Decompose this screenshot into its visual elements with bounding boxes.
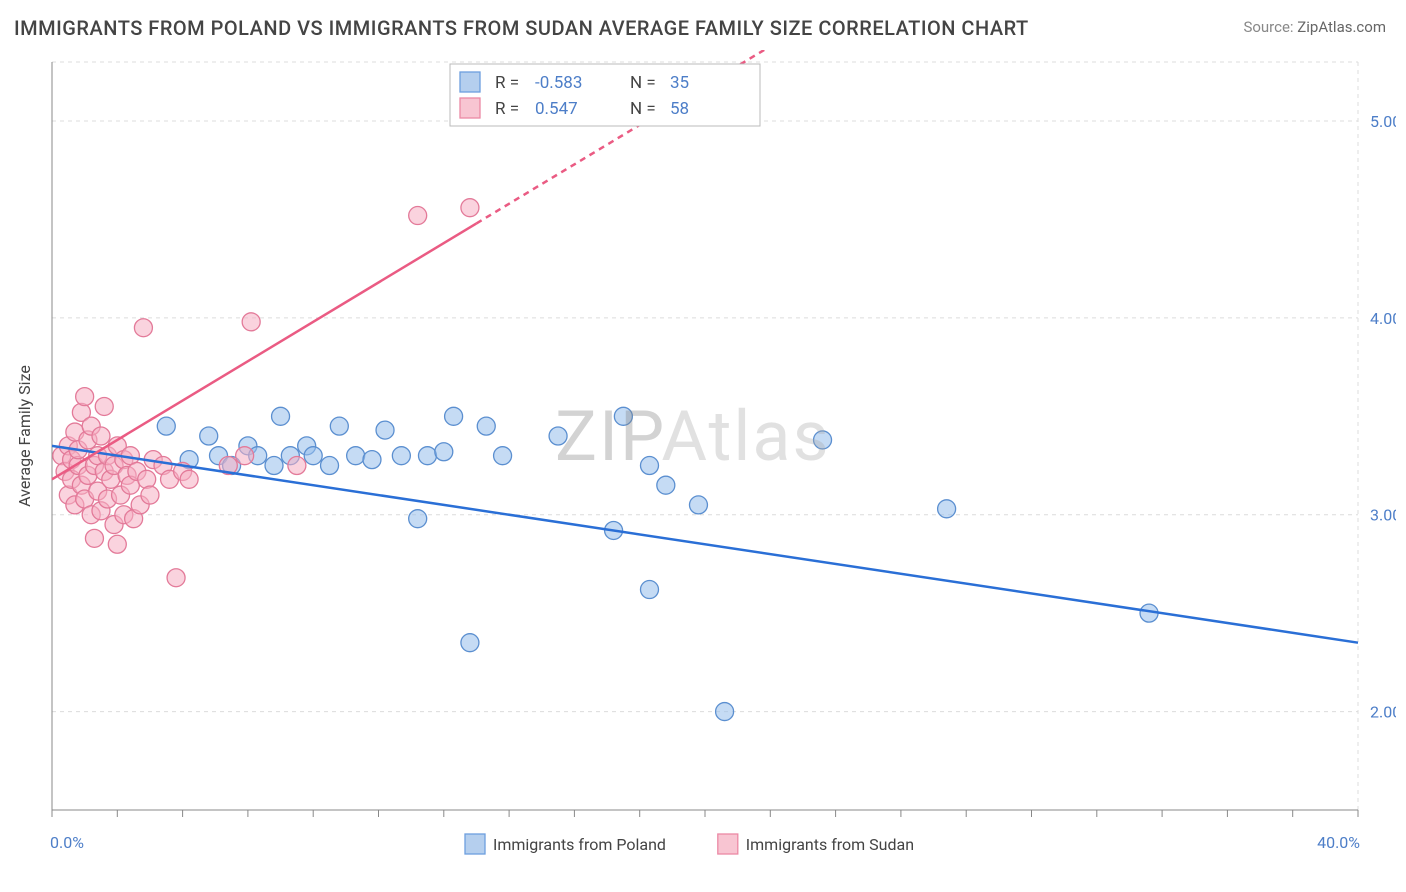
correlation-chart: 2.00 3.00 4.00 5.00 0.0% 40.0% Average Family …: [10, 50, 1396, 860]
legend-stat-r-value: 0.547: [535, 99, 578, 119]
point-poland: [363, 451, 381, 469]
source-value: ZipAtlas.com: [1297, 18, 1386, 36]
y-axis-tick-label: 4.00: [1370, 309, 1396, 328]
point-poland: [814, 431, 832, 449]
legend-stat-n-value: 58: [670, 99, 689, 119]
point-poland: [640, 581, 658, 599]
legend-swatch: [465, 834, 485, 854]
point-poland: [418, 447, 436, 465]
point-poland: [445, 407, 463, 425]
point-poland: [640, 457, 658, 475]
point-poland: [392, 447, 410, 465]
point-poland: [549, 427, 567, 445]
point-sudan: [167, 569, 185, 587]
point-poland: [347, 447, 365, 465]
source-label: Source:: [1243, 18, 1293, 36]
y-axis-tick-label: 3.00: [1370, 506, 1396, 525]
point-poland: [330, 417, 348, 435]
point-poland: [265, 457, 283, 475]
point-sudan: [242, 313, 260, 331]
legend-stat-n-label: N =: [630, 99, 656, 119]
x-axis-label-left: 0.0%: [50, 833, 84, 852]
point-poland: [494, 447, 512, 465]
legend-stat-r-label: R =: [495, 73, 519, 93]
y-axis-tick-label: 2.00: [1370, 703, 1396, 722]
point-poland: [304, 447, 322, 465]
point-poland: [272, 407, 290, 425]
point-sudan: [236, 447, 254, 465]
point-sudan: [288, 457, 306, 475]
page-title: IMMIGRANTS FROM POLAND VS IMMIGRANTS FRO…: [14, 16, 1029, 40]
x-axis-label-right: 40.0%: [1317, 833, 1360, 852]
point-poland: [938, 500, 956, 518]
source-attribution: Source: ZipAtlas.com: [1243, 18, 1386, 36]
point-sudan: [95, 397, 113, 415]
y-axis-tick-label: 5.00: [1370, 112, 1396, 131]
point-poland: [435, 443, 453, 461]
legend-stat-n-label: N =: [630, 73, 656, 93]
point-poland: [461, 634, 479, 652]
legend-series-label: Immigrants from Poland: [493, 835, 666, 854]
legend-swatch: [718, 834, 738, 854]
point-sudan: [108, 535, 126, 553]
point-sudan: [461, 199, 479, 217]
legend-stat-r-value: -0.583: [535, 73, 582, 93]
legend-series-label: Immigrants from Sudan: [746, 835, 914, 854]
legend-swatch: [460, 98, 480, 118]
point-poland: [716, 703, 734, 721]
trendline-sudan-solid: [52, 223, 476, 479]
legend-swatch: [460, 72, 480, 92]
point-sudan: [409, 207, 427, 225]
legend-stat-r-label: R =: [495, 99, 519, 119]
point-poland: [157, 417, 175, 435]
legend-stat-n-value: 35: [670, 73, 689, 93]
point-poland: [689, 496, 707, 514]
point-sudan: [141, 486, 159, 504]
point-sudan: [76, 388, 94, 406]
point-poland: [477, 417, 495, 435]
point-poland: [409, 510, 427, 528]
point-poland: [200, 427, 218, 445]
point-sudan: [134, 319, 152, 337]
point-sudan: [92, 427, 110, 445]
point-poland: [657, 476, 675, 494]
point-sudan: [180, 470, 198, 488]
point-poland: [376, 421, 394, 439]
point-sudan: [138, 470, 156, 488]
point-sudan: [85, 529, 103, 547]
y-axis-label: Average Family Size: [15, 365, 34, 507]
point-poland: [614, 407, 632, 425]
point-poland: [321, 457, 339, 475]
trendline-poland: [52, 446, 1358, 643]
